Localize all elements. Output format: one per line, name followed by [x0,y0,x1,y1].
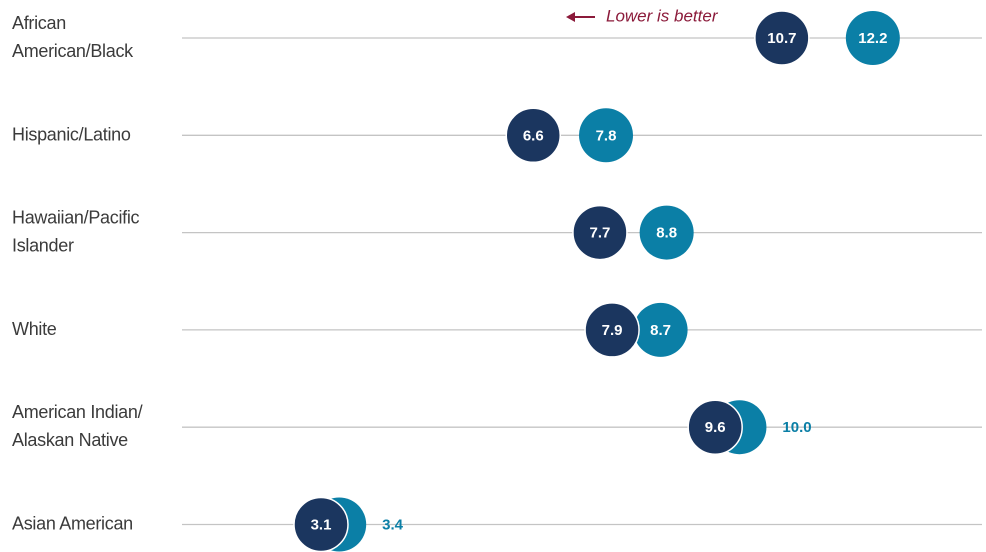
value-label: 12.2 [858,30,887,47]
annotation-group: Lower is better [566,6,719,25]
dot [754,10,810,66]
category-label: Hispanic/Latino [12,124,131,144]
value-label: 9.6 [705,419,726,436]
dot [639,205,694,260]
category-label: Asian American [12,513,133,533]
dot [633,302,688,357]
dot [584,302,640,358]
value-label: 3.1 [311,516,332,533]
value-label: 7.7 [590,225,611,242]
category-label: African American/Black [12,13,134,61]
dot [572,204,628,261]
dot [505,107,561,164]
dot [845,11,900,65]
category-label: American Indian/Alaskan Native [12,402,143,450]
value-label: 8.8 [656,225,677,242]
value-label: 6.6 [523,127,544,144]
value-label: 8.7 [650,322,671,339]
value-label: 10.7 [767,30,796,47]
category-label: Hawaiian/Pacific Islander [12,207,140,255]
annotation-arrow-head [566,12,575,22]
value-label: 3.4 [382,516,404,533]
annotation: Lower is better [606,6,719,25]
category-label: White [12,319,57,339]
value-label: 7.9 [602,322,623,339]
value-label: 7.8 [596,127,617,144]
dot [579,108,634,163]
dot [687,399,743,455]
value-label: 10.0 [782,419,811,436]
